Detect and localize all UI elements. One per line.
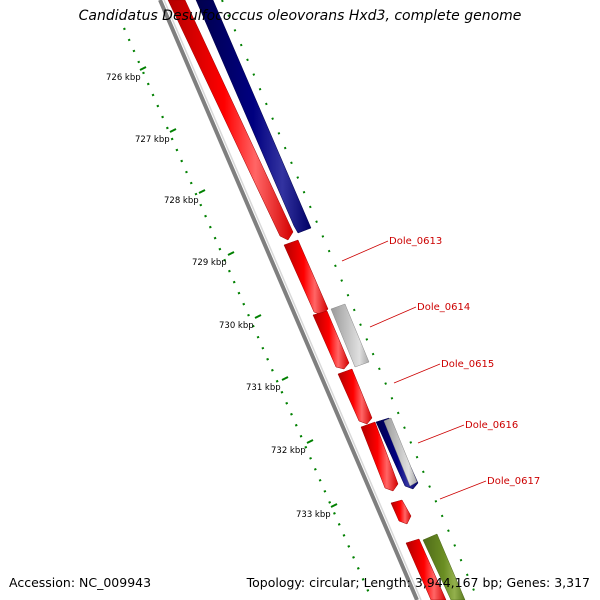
reverse-cds[interactable] [195,0,312,234]
major-tick-733 [330,503,338,508]
label-Dole_0613[interactable]: Dole_0613 [389,236,442,247]
label-Dole_0617[interactable]: Dole_0617 [487,476,540,487]
scale-label-726: 726 kbp [106,73,141,83]
gene-Dole_0615[interactable] [312,310,350,370]
scale-label-729: 729 kbp [192,258,227,268]
forward-cds[interactable] [390,499,412,525]
gene-Dole_0616[interactable] [337,368,373,425]
outer-tick-track [221,0,479,600]
other-gene-track [330,303,418,487]
reverse-cds-track [195,0,419,490]
scale-label-727: 727 kbp [135,135,170,145]
leader-line-Dole_0614 [369,306,417,328]
leader-line-Dole_0616 [417,424,465,444]
gene-Dole_0617[interactable] [360,421,399,492]
other-gene[interactable] [330,303,370,368]
rna-track [422,533,466,600]
scale-label-731: 731 kbp [246,383,281,393]
major-tick-728 [198,189,206,194]
scale-label-733: 733 kbp [296,510,331,520]
major-tick-727 [169,128,177,133]
major-tick-732 [306,439,314,444]
label-Dole_0616[interactable]: Dole_0616 [465,420,518,431]
scale-label-728: 728 kbp [164,196,199,206]
gene-labels: Dole_0613 Dole_0614 Dole_0615 Dole_0616 … [341,236,540,500]
rna-gene[interactable] [422,533,466,600]
scale-label-730: 730 kbp [219,321,254,331]
gene-Dole_0613[interactable] [167,0,294,241]
leader-line-Dole_0615 [393,363,441,384]
major-tick-730 [254,314,262,319]
scale-label-732: 732 kbp [271,446,306,456]
label-Dole_0615[interactable]: Dole_0615 [441,359,494,370]
other-gene[interactable] [383,417,418,487]
accession-text: Accession: NC_009943 [9,575,152,590]
major-tick-731 [281,376,289,381]
major-tick-729 [227,251,235,256]
label-Dole_0614[interactable]: Dole_0614 [417,302,470,313]
genome-backbone [158,0,422,600]
leader-line-Dole_0613 [341,240,389,262]
forward-cds[interactable] [405,538,447,600]
map-title: Candidatus Desulfococcus oleovorans Hxd3… [78,8,522,24]
forward-cds-track [167,0,447,600]
scale-ticks [139,66,338,508]
major-tick-726 [139,66,147,71]
scale-labels: 726 kbp 727 kbp 728 kbp 729 kbp 730 kbp … [106,73,331,520]
leader-line-Dole_0617 [439,480,487,500]
genome-summary-text: Topology: circular; Length: 3,944,167 bp… [246,575,590,590]
